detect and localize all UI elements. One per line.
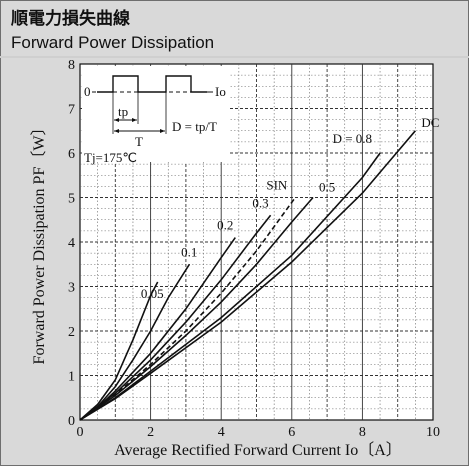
curve-7 (79, 130, 416, 421)
inset-waveform: 0 Io tp T D = tp/T (82, 66, 230, 162)
tp-arrow-right (132, 118, 137, 122)
curve-label-1: 0.1 (181, 244, 197, 259)
curve-label-4: SIN (266, 178, 288, 193)
curve-label-2: 0.2 (217, 218, 233, 233)
y-tick-label: 7 (68, 103, 75, 118)
x-axis-label: Average Rectified Forward Current Io〔A〕 (114, 441, 402, 459)
x-tick-label: 0 (77, 425, 84, 440)
y-tick-label: 6 (68, 147, 75, 162)
junction-temperature-annotation: Tj=175℃ (84, 150, 137, 165)
y-tick-label: 5 (68, 192, 75, 207)
header-divider (0, 56, 469, 58)
inset-zero-label: 0 (84, 84, 91, 99)
inset-io-label: Io (215, 84, 226, 99)
x-tick-label: 2 (147, 425, 154, 440)
inset-formula: D = tp/T (172, 119, 217, 134)
t-arrow-left (114, 129, 119, 133)
chart-title-english: Forward Power Dissipation (11, 33, 215, 52)
x-tick-label: 4 (218, 425, 225, 440)
y-tick-label: 3 (68, 281, 75, 296)
x-tick-label: 6 (288, 425, 295, 440)
axis-ticks: 0 2 4 6 8 10 0 1 2 3 4 5 6 7 8 (68, 58, 440, 440)
curve-labels: 0.05 0.1 0.2 0.3 SIN 0.5 D = 0.8 DC (141, 115, 440, 301)
y-tick-label: 2 (68, 325, 75, 340)
curve-5 (79, 196, 314, 421)
curve-0 (79, 281, 159, 421)
grid-lines (80, 64, 433, 420)
curves (79, 130, 416, 421)
inset-t-label: T (135, 134, 143, 149)
chart-header: 順電力損失曲線 Forward Power Dissipation (1, 1, 468, 57)
t-arrow-right (160, 129, 165, 133)
x-tick-label: 10 (426, 425, 440, 440)
inset-tp-label: tp (118, 104, 128, 119)
curve-label-7: DC (421, 115, 439, 130)
y-axis-label: Forward Power Dissipation PF〔W〕 (30, 120, 48, 365)
curve-label-3: 0.3 (252, 195, 268, 210)
curve-label-0: 0.05 (141, 286, 164, 301)
y-tick-label: 4 (68, 236, 75, 251)
tp-arrow-left (114, 118, 119, 122)
inset-background (82, 66, 230, 162)
y-tick-label: 1 (68, 370, 75, 385)
curve-3 (79, 214, 272, 421)
pulse-waveform (97, 75, 207, 93)
chart-title-japanese: 順電力損失曲線 (11, 9, 130, 29)
y-tick-label: 0 (68, 414, 75, 429)
curve-label-6: D = 0.8 (333, 131, 372, 146)
curve-label-5: 0.5 (319, 180, 335, 195)
y-tick-label: 8 (68, 58, 75, 73)
x-tick-label: 8 (359, 425, 366, 440)
